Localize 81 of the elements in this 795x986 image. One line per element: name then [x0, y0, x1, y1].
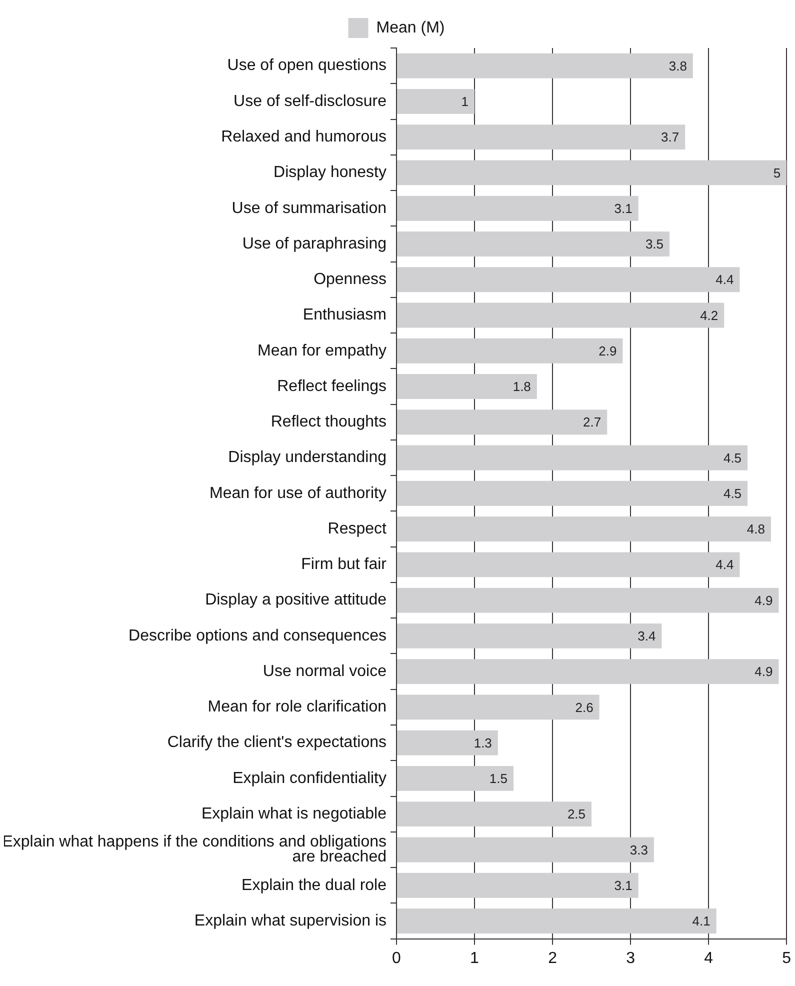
y-tick-label: Openness — [314, 271, 386, 288]
x-tick-label: 3 — [626, 950, 636, 967]
bar — [397, 374, 537, 399]
bar — [397, 516, 771, 542]
y-tick-label: Use of open questions — [227, 57, 386, 74]
bar — [397, 694, 600, 720]
bar — [397, 588, 779, 613]
data-label: 3.4 — [638, 628, 656, 644]
bar — [397, 302, 724, 328]
bar — [397, 552, 740, 578]
y-tick-label: Respect — [328, 520, 388, 538]
y-tick-label: Use of paraphrasing — [242, 235, 386, 252]
bar — [397, 837, 654, 862]
bar — [397, 872, 638, 898]
bar — [397, 766, 514, 791]
bar — [397, 445, 748, 470]
bar — [397, 410, 608, 435]
y-tick-label: Explain what is negotiable — [201, 805, 387, 822]
y-tick-label: Firm but fair — [301, 556, 388, 574]
bar — [397, 802, 592, 827]
bar — [397, 88, 475, 114]
data-label: 4.2 — [700, 308, 718, 323]
bar — [397, 232, 670, 256]
data-label: 3.1 — [614, 200, 632, 216]
y-tick-label: Display a positive attitude — [205, 592, 387, 609]
x-tick-label: 2 — [548, 950, 558, 967]
y-tick-label: Relaxed and humorous — [221, 128, 386, 146]
data-label: 4.8 — [746, 522, 765, 537]
bar — [397, 196, 638, 221]
y-tick-label: Display honesty — [274, 164, 386, 182]
bar — [397, 623, 662, 648]
x-tick-label: 0 — [392, 950, 402, 967]
data-label: 5 — [773, 165, 781, 180]
y-tick-label: Mean for use of authority — [210, 484, 386, 502]
data-label: 2.6 — [575, 700, 594, 715]
bar — [397, 480, 748, 506]
data-label: 4.4 — [716, 557, 734, 572]
x-tick-label: 4 — [704, 950, 714, 967]
y-tick-label: Reflect feelings — [277, 378, 386, 395]
bar — [397, 730, 498, 756]
y-tick-label: Reflect thoughts — [270, 414, 386, 431]
y-tick-label: Use normal voice — [262, 662, 387, 680]
y-tick-label: Use of summarisation — [232, 200, 386, 217]
data-label: 1.8 — [512, 379, 531, 394]
bar — [397, 53, 693, 78]
y-tick-label: Display understanding — [228, 449, 386, 466]
data-label: 2.7 — [583, 414, 602, 430]
data-label: 3.1 — [614, 878, 632, 893]
y-tick-label: Explain the dual role — [242, 876, 387, 894]
bar — [397, 659, 779, 684]
y-tick-label: Describe options and consequences — [128, 627, 386, 644]
bar — [397, 338, 623, 364]
x-tick-label: 1 — [470, 950, 480, 967]
y-tick-label: Use of self-disclosure — [234, 92, 387, 110]
data-label: 4.1 — [692, 914, 710, 929]
data-label: 3.3 — [630, 842, 648, 858]
data-label: 1 — [461, 94, 469, 110]
data-label: 4.5 — [723, 450, 742, 466]
data-label: 3.5 — [645, 236, 664, 252]
data-label: 4.4 — [716, 272, 734, 288]
bar — [397, 124, 686, 150]
data-label: 1.3 — [474, 735, 492, 750]
bar — [397, 267, 740, 292]
y-tick-label: Explain what supervision is — [194, 912, 386, 930]
y-tick-label: Explain confidentiality — [232, 770, 386, 787]
data-label: 3.8 — [668, 58, 687, 74]
y-tick-label: Clarify the client's expectations — [167, 734, 386, 752]
data-label: 1.5 — [489, 771, 508, 786]
y-tick-label: Mean for empathy — [258, 342, 386, 360]
y-tick-label: Enthusiasm — [302, 306, 386, 324]
data-label: 4.9 — [754, 664, 773, 680]
bar — [397, 908, 716, 934]
data-label: 3.7 — [661, 130, 680, 145]
data-label: 2.5 — [567, 806, 586, 822]
y-tick-label: Mean for role clarification — [208, 698, 386, 716]
data-label: 4.5 — [723, 486, 742, 501]
x-tick-label: 5 — [782, 950, 792, 967]
data-label: 4.9 — [754, 592, 773, 608]
legend-label: Mean (M) — [376, 19, 445, 36]
data-label: 2.9 — [598, 343, 617, 358]
bar — [397, 160, 787, 186]
